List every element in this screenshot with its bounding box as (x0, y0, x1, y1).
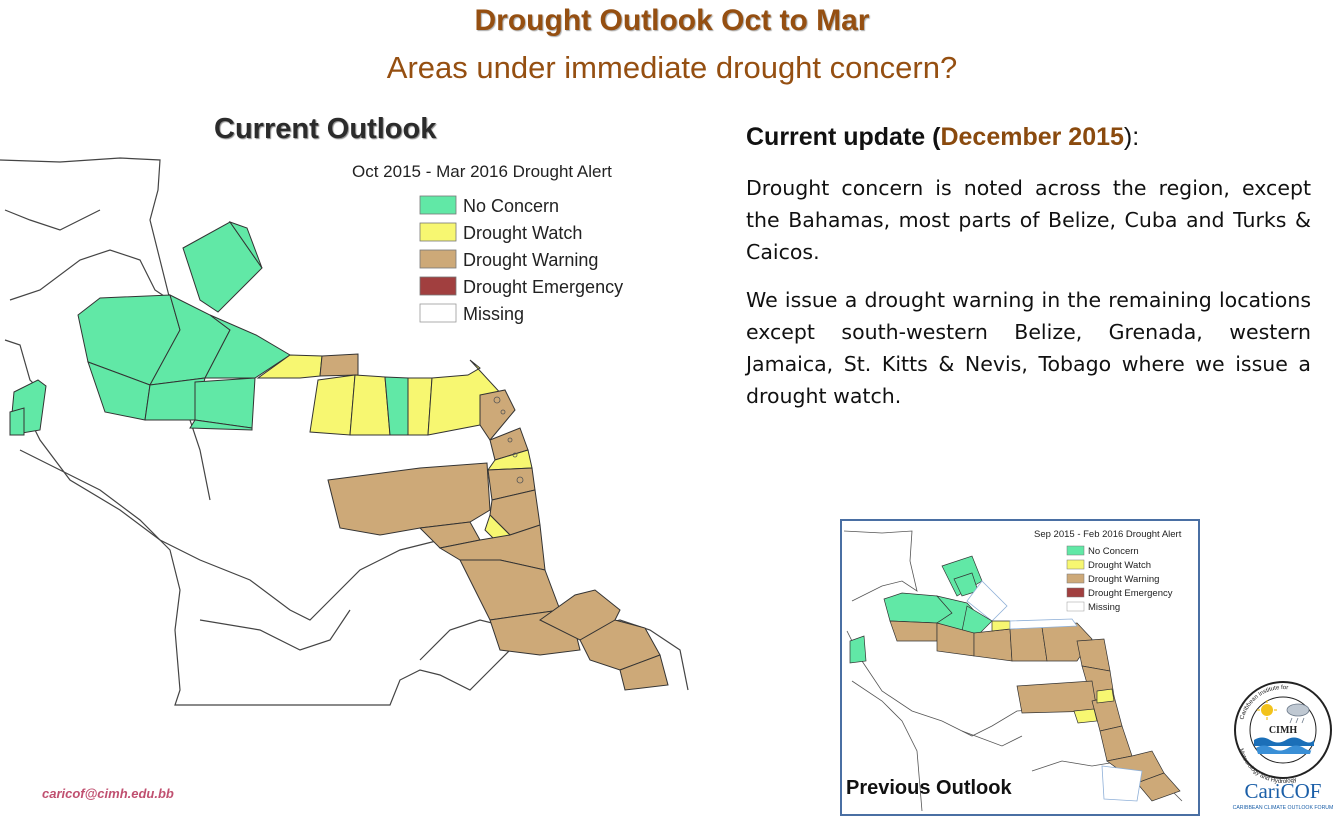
previous-outlook-label: Previous Outlook (846, 777, 1012, 799)
previous-outlook-panel: Sep 2015 - Feb 2016 Drought Alert No Con… (840, 519, 1200, 816)
legend-swatch-drought-emergency (419, 276, 457, 296)
previous-map-title: Sep 2015 - Feb 2016 Drought Alert (1034, 529, 1182, 540)
caricof-wordmark: CariCOF (1244, 779, 1321, 803)
region-hispaniola (309, 353, 506, 436)
legend-swatch-missing (419, 303, 457, 323)
logo-center-text: CIMH (1269, 725, 1298, 736)
prev-legend-swatch-drought-warning (1066, 573, 1085, 584)
previous-map-legend: No Concern Drought Watch Drought Warning… (1066, 545, 1173, 613)
page-subtitle: Areas under immediate drought concern? (386, 50, 958, 85)
update-suffix: ): (1123, 123, 1140, 151)
prev-region-missing-lower (1009, 618, 1143, 802)
caricof-tagline: CARIBBEAN CLIMATE OUTLOOK FORUM (1233, 805, 1334, 811)
update-paragraph-2: We issue a drought warning in the remain… (746, 288, 1311, 408)
waves-icon (1254, 737, 1314, 754)
prev-region-belize (849, 635, 867, 664)
prev-legend-label-drought-emergency: Drought Emergency (1088, 588, 1173, 599)
update-date: December 2015 (940, 123, 1124, 151)
update-heading: Current update (December 2015): (746, 123, 1139, 152)
current-outlook-map: Oct 2015 - Mar 2016 Drought Alert No Con… (0, 157, 689, 706)
prev-legend-label-drought-watch: Drought Watch (1088, 560, 1151, 571)
legend-swatch-drought-watch (419, 222, 457, 242)
region-belize (9, 379, 47, 436)
prev-legend-label-no-concern: No Concern (1088, 546, 1139, 557)
prev-legend-label-drought-warning: Drought Warning (1088, 574, 1159, 585)
prev-legend-label-missing: Missing (1088, 602, 1120, 613)
current-outlook-label: Current Outlook (214, 113, 437, 145)
prev-region-watch (991, 620, 1115, 724)
current-map-title: Oct 2015 - Mar 2016 Drought Alert (352, 162, 612, 181)
previous-outlook-map: Sep 2015 - Feb 2016 Drought Alert No Con… (843, 529, 1183, 812)
region-south-coast (327, 462, 669, 691)
legend-label-drought-watch: Drought Watch (463, 223, 582, 243)
prev-legend-swatch-drought-watch (1066, 559, 1085, 570)
region-cuba (77, 294, 291, 431)
legend-label-drought-emergency: Drought Emergency (463, 277, 623, 297)
current-map-legend: No Concern Drought Watch Drought Warning… (419, 195, 623, 324)
prev-legend-swatch-no-concern (1066, 545, 1085, 556)
legend-label-drought-warning: Drought Warning (463, 250, 598, 270)
cimh-caricof-logo: Caribbean Institute for Meteorology and … (1233, 681, 1334, 811)
legend-label-no-concern: No Concern (463, 196, 559, 216)
update-prefix: Current update ( (746, 123, 941, 151)
legend-label-missing: Missing (463, 304, 524, 324)
legend-swatch-no-concern (419, 195, 457, 215)
region-eastern-caribbean (479, 389, 541, 551)
prev-region-warning (889, 620, 1181, 802)
prev-legend-swatch-drought-emergency (1066, 587, 1085, 598)
contact-email: caricof@cimh.edu.bb (42, 786, 174, 801)
region-bahamas (182, 221, 263, 313)
update-paragraph-1: Drought concern is noted across the regi… (746, 176, 1311, 264)
page-title: Drought Outlook Oct to Mar (474, 4, 870, 37)
rain-cloud-icon (1286, 703, 1310, 724)
map-islands (493, 396, 524, 484)
legend-swatch-drought-warning (419, 249, 457, 269)
prev-legend-swatch-missing (1066, 601, 1085, 612)
sun-icon (1257, 700, 1277, 720)
prev-region-bahamas (941, 555, 983, 597)
